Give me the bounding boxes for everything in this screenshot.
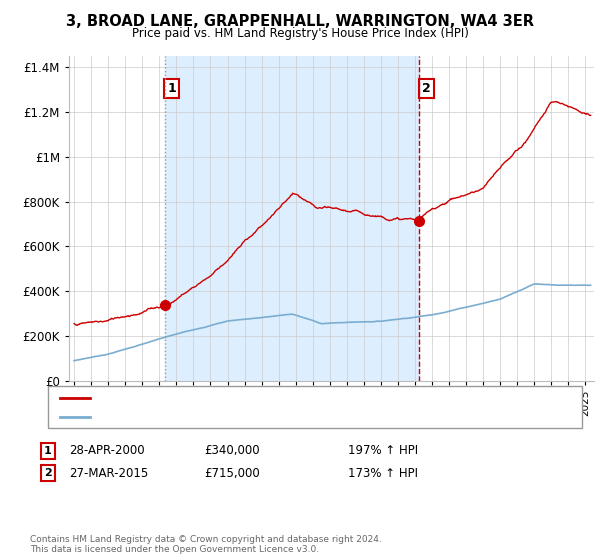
Text: 2: 2 (422, 82, 431, 95)
Text: 1: 1 (167, 82, 176, 95)
Bar (165, 56, 419, 381)
Text: £340,000: £340,000 (204, 444, 260, 458)
Text: Contains HM Land Registry data © Crown copyright and database right 2024.
This d: Contains HM Land Registry data © Crown c… (30, 535, 382, 554)
Text: HPI: Average price, detached house, Warrington: HPI: Average price, detached house, Warr… (96, 412, 347, 422)
Text: 28-APR-2000: 28-APR-2000 (69, 444, 145, 458)
Text: 173% ↑ HPI: 173% ↑ HPI (348, 466, 418, 480)
Text: 3, BROAD LANE, GRAPPENHALL, WARRINGTON, WA4 3ER: 3, BROAD LANE, GRAPPENHALL, WARRINGTON, … (66, 14, 534, 29)
Text: 1: 1 (44, 446, 52, 456)
Text: 27-MAR-2015: 27-MAR-2015 (69, 466, 148, 480)
Text: 2: 2 (44, 468, 52, 478)
Text: 3, BROAD LANE, GRAPPENHALL, WARRINGTON, WA4 3ER (detached house): 3, BROAD LANE, GRAPPENHALL, WARRINGTON, … (96, 393, 486, 403)
Text: £715,000: £715,000 (204, 466, 260, 480)
Text: Price paid vs. HM Land Registry's House Price Index (HPI): Price paid vs. HM Land Registry's House … (131, 27, 469, 40)
Text: 197% ↑ HPI: 197% ↑ HPI (348, 444, 418, 458)
